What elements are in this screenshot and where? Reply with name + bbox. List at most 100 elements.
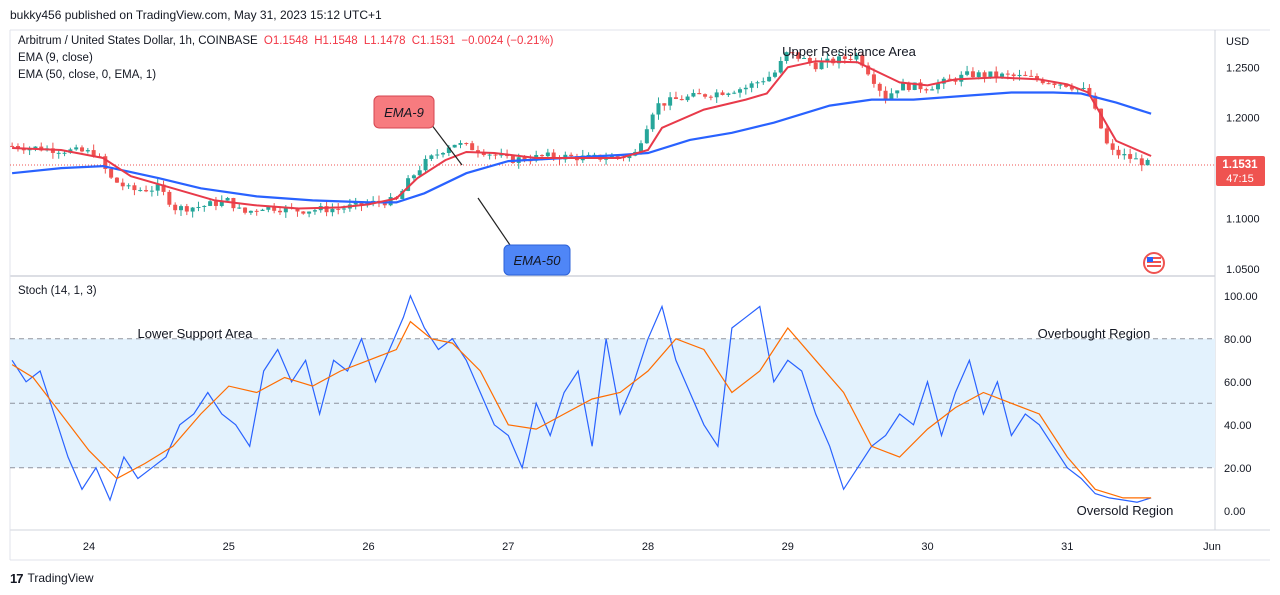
candle-body (283, 207, 288, 213)
candle-body (930, 89, 935, 91)
candle-body (935, 83, 940, 90)
candle-body (493, 154, 498, 156)
stoch-tick-label: 40.00 (1224, 420, 1252, 432)
candle-body (586, 154, 591, 156)
candle-body (1005, 73, 1010, 75)
candle-body (1069, 86, 1074, 90)
candle-body (650, 114, 655, 130)
time-axis[interactable]: 24 25 26 27 28 29 30 31 Jun (83, 541, 1221, 553)
candle-body (644, 129, 649, 144)
stoch-legend[interactable]: Stoch (14, 1, 3) (18, 285, 97, 297)
candle-body (691, 92, 696, 97)
last-price-value: 1.1531 (1222, 159, 1258, 171)
candle-body (179, 206, 184, 211)
price-tick-label: 1.0500 (1226, 264, 1260, 276)
stoch-axis[interactable]: 0.00 20.00 40.00 60.00 80.00 100.00 (1224, 291, 1258, 518)
candle-body (802, 57, 807, 59)
candle-body (819, 62, 824, 70)
candle-body (254, 210, 259, 212)
candle-body (784, 52, 789, 61)
price-tick-label: 1.1000 (1226, 214, 1260, 226)
candle-body (994, 71, 999, 77)
candle-body (778, 60, 783, 73)
candle-body (213, 201, 218, 206)
candle-body (673, 97, 678, 99)
candle-body (173, 204, 178, 211)
candle-body (1017, 74, 1022, 77)
symbol-legend: Arbitrum / United States Dollar, 1h, COI… (18, 35, 553, 47)
candle-body (982, 72, 987, 77)
candle-body (202, 205, 207, 207)
candle-body (435, 154, 440, 156)
ema50-legend[interactable]: EMA (50, close, 0, EMA, 1) (18, 69, 157, 81)
time-tick-label: 30 (921, 541, 933, 553)
time-tick-label: 28 (642, 541, 654, 553)
currency-label[interactable]: USD (1226, 36, 1249, 48)
candle-body (312, 210, 317, 212)
candle-body (208, 201, 213, 206)
candle-body (720, 92, 725, 95)
candle-body (813, 62, 818, 70)
lower-support-label: Lower Support Area (138, 326, 254, 341)
candle-body (1011, 74, 1016, 77)
candle-body (877, 83, 882, 91)
candle-body (429, 155, 434, 159)
candle-body (91, 150, 96, 157)
candle-body (167, 191, 172, 205)
candle-body (225, 197, 230, 201)
time-tick-label: Jun (1203, 541, 1221, 553)
candle-body (755, 82, 760, 84)
symbol-name[interactable]: Arbitrum / United States Dollar, 1h, COI… (18, 35, 258, 47)
stoch-tick-label: 100.00 (1224, 291, 1258, 303)
candle-body (33, 146, 38, 149)
ohlc-low: L1.1478 (363, 35, 406, 47)
stoch-tick-label: 0.00 (1224, 506, 1245, 518)
candle-body (1000, 73, 1005, 77)
tradingview-footer[interactable]: 17 TradingView (10, 568, 94, 588)
candle-body (726, 93, 731, 95)
stoch-tick-label: 80.00 (1224, 334, 1252, 346)
candle-body (772, 72, 777, 77)
candle-body (161, 184, 166, 192)
candle-body (359, 201, 364, 206)
candle-body (132, 185, 137, 191)
candle-body (388, 197, 393, 206)
candles (10, 51, 1150, 218)
candle-body (714, 92, 719, 98)
candle-body (1099, 108, 1104, 129)
candle-body (918, 82, 923, 90)
candle-body (1104, 128, 1109, 144)
candle-body (138, 190, 143, 192)
candle-body (149, 190, 154, 192)
candle-body (889, 93, 894, 100)
candle-body (860, 54, 865, 66)
candle-body (342, 208, 347, 210)
candle-body (295, 207, 300, 212)
candle-body (458, 143, 463, 145)
candle-body (615, 156, 620, 158)
candle-body (738, 89, 743, 93)
candle-body (277, 210, 282, 213)
candle-body (103, 156, 108, 169)
candle-body (796, 52, 801, 59)
candle-body (1029, 75, 1034, 77)
stoch-tick-label: 20.00 (1224, 463, 1252, 475)
ema9-callout[interactable]: EMA-9 (373, 95, 463, 166)
ema9-callout-text: EMA-9 (384, 105, 424, 120)
us-flag-icon[interactable] (1143, 252, 1165, 274)
candle-body (353, 201, 358, 205)
candle-body (767, 76, 772, 82)
price-tick-label: 1.2500 (1226, 62, 1260, 74)
candle-body (406, 178, 411, 191)
time-tick-label: 27 (502, 541, 514, 553)
candle-body (895, 90, 900, 94)
candle-body (836, 56, 841, 64)
ema50-callout[interactable]: EMA-50 (477, 197, 571, 276)
candle-body (184, 206, 189, 212)
candle-body (411, 175, 416, 179)
candle-body (62, 152, 67, 154)
candle-body (825, 58, 830, 63)
ema9-legend[interactable]: EMA (9, close) (18, 52, 93, 64)
ema50-line (11, 91, 1152, 204)
